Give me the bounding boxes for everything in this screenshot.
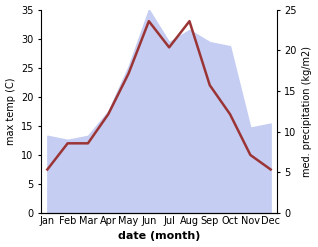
Y-axis label: med. precipitation (kg/m2): med. precipitation (kg/m2)	[302, 46, 313, 177]
X-axis label: date (month): date (month)	[118, 231, 200, 242]
Y-axis label: max temp (C): max temp (C)	[5, 78, 16, 145]
